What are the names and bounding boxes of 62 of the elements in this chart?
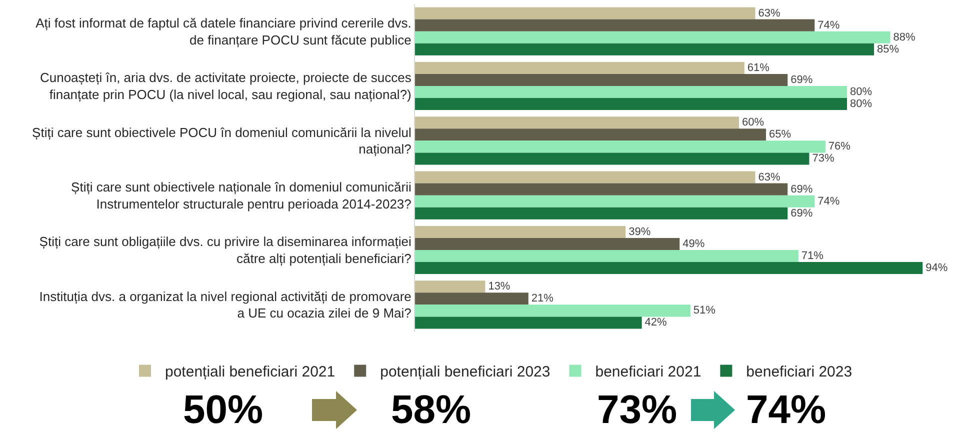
text: 74% <box>746 388 826 432</box>
data-label: 21% <box>531 292 554 305</box>
bar <box>415 7 756 20</box>
data-label: 94% <box>926 262 948 274</box>
data-label: 61% <box>747 62 770 74</box>
data-label: 73% <box>812 152 834 165</box>
y-tick-label: Instituția dvs. a organizat la nivel regional activități de promovare a UE cu ocazia zilei de 9 Mai? <box>39 288 412 321</box>
y-tick-label: Știți care sunt obligațiile dvs. cu privire la diseminarea informației către alți potențiali beneficiari? <box>39 234 412 266</box>
bar <box>415 43 874 56</box>
data-label: 42% <box>644 316 668 329</box>
data-label: 76% <box>828 140 851 153</box>
bar <box>415 128 766 141</box>
data-label: 69% <box>790 74 813 86</box>
bar <box>415 171 756 184</box>
bar <box>415 116 740 129</box>
text: 50% <box>183 388 264 432</box>
legend-label: potențiali beneficiari 2021 <box>165 364 336 381</box>
data-label: 69% <box>790 207 813 220</box>
text: 58% <box>391 388 472 432</box>
data-label: 60% <box>742 116 764 129</box>
bar <box>415 98 848 110</box>
bar <box>415 207 788 220</box>
y-tick-label: Cunoașteți în, aria dvs. de activitate proiecte, proiecte de succes finanțate prin POCU (la nivel local, sau regional, sau național?) <box>40 70 412 102</box>
bar <box>415 238 680 250</box>
y-tick-label: Ați fost informat de faptul că datele financiare privind cererile dvs. de finanțare POCU sunt făcute publice <box>36 15 412 48</box>
data-label: 71% <box>801 250 824 262</box>
bar <box>415 262 923 274</box>
bar <box>415 19 815 32</box>
bar <box>415 86 848 98</box>
bar <box>415 74 788 86</box>
bar <box>415 152 810 165</box>
bar <box>415 183 788 196</box>
bar <box>415 31 890 44</box>
data-label: 51% <box>693 304 716 317</box>
data-label: 39% <box>628 226 651 238</box>
data-label: 88% <box>893 31 916 44</box>
data-label: 74% <box>818 195 840 208</box>
y-tick-label: Știți care sunt obiectivele naționale în domeniul comunicării Instrumentelor structurale pentru perioada 2014-2023? <box>71 179 412 212</box>
legend-label: beneficiari 2023 <box>746 364 852 381</box>
bar <box>415 140 826 153</box>
bar <box>415 280 486 293</box>
data-label: 63% <box>758 7 780 20</box>
data-label: 49% <box>682 238 705 250</box>
data-label: 63% <box>758 171 780 184</box>
y-tick-label: Știți care sunt obiectivele POCU în domeniul comunicării la nivelul național? <box>32 124 412 157</box>
data-label: 13% <box>488 280 510 293</box>
data-label: 80% <box>850 98 872 110</box>
data-label: 65% <box>769 128 792 141</box>
bar <box>415 292 528 305</box>
text: 73% <box>597 388 678 432</box>
bar <box>415 226 626 238</box>
legend-label: beneficiari 2021 <box>595 364 702 381</box>
legend-label: potențiali beneficiari 2023 <box>380 364 550 381</box>
data-label: 69% <box>790 183 813 196</box>
data-label: 85% <box>877 43 900 56</box>
data-label: 74% <box>818 19 840 32</box>
data-label: 80% <box>850 86 872 98</box>
bar <box>415 195 815 208</box>
bar <box>415 62 744 74</box>
bar <box>415 304 690 317</box>
bar <box>415 316 642 329</box>
bar <box>415 250 798 262</box>
